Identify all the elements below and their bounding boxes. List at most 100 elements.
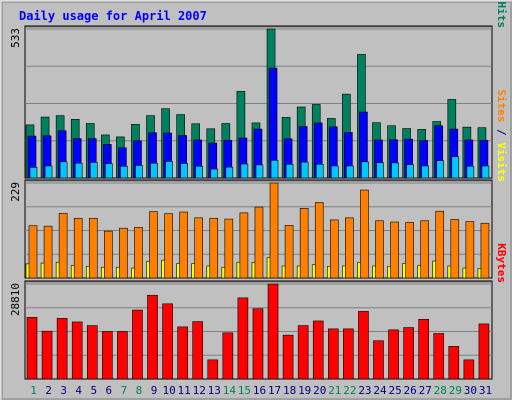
- x-tick-label-day-6: 6: [106, 384, 113, 397]
- x-tick-label-day-23: 23: [358, 384, 371, 397]
- bar-sites-day-21: [329, 219, 339, 279]
- bar-pages-day-28: [436, 160, 445, 179]
- bar-pages-day-19: [300, 161, 309, 179]
- chart-panel-3: 28810 KBytes: [9, 243, 508, 380]
- bar-pages-day-8: [135, 165, 143, 179]
- legend-part: /: [495, 122, 508, 142]
- bar-kbytes-day-25: [388, 329, 399, 380]
- bar-pages-day-15: [240, 163, 249, 179]
- bar-kbytes-day-29: [448, 346, 460, 380]
- bar-kbytes-day-10: [162, 303, 173, 380]
- bar-pages-day-18: [285, 164, 294, 179]
- x-tick-label-day-9: 9: [151, 384, 158, 397]
- series-legend-label: Pages / Files / Hits: [495, 0, 508, 28]
- bar-kbytes-day-8: [132, 309, 143, 380]
- bar-kbytes-day-13: [207, 359, 219, 380]
- bar-pages-day-20: [315, 164, 324, 179]
- x-tick-label-day-10: 10: [162, 384, 175, 397]
- x-tick-label-day-1: 1: [30, 384, 37, 397]
- bar-sites-day-26: [405, 222, 414, 279]
- bar-pages-day-13: [210, 168, 219, 179]
- x-tick-label-day-14: 14: [223, 384, 237, 397]
- bar-pages-day-11: [180, 163, 188, 179]
- bar-sites-day-12: [194, 217, 204, 279]
- bar-kbytes-day-7: [117, 331, 128, 380]
- bar-pages-day-23: [361, 161, 369, 179]
- bar-kbytes-day-14: [222, 332, 234, 380]
- bar-sites-day-31: [480, 222, 490, 279]
- legend-part: /: [495, 0, 508, 2]
- bar-pages-day-22: [346, 165, 354, 179]
- bar-pages-day-1: [29, 167, 38, 179]
- bar-sites-day-20: [314, 202, 324, 279]
- x-tick-label-day-24: 24: [373, 384, 387, 397]
- bar-pages-day-26: [406, 164, 414, 179]
- bar-sites-day-10: [164, 213, 173, 279]
- x-tick-label-day-4: 4: [75, 384, 82, 397]
- x-tick-label-day-3: 3: [60, 384, 67, 397]
- bar-sites-day-2: [43, 225, 53, 279]
- bar-pages-day-3: [59, 161, 68, 179]
- chart-title: Daily usage for April 2007: [19, 9, 207, 23]
- x-tick-label-day-18: 18: [283, 384, 296, 397]
- bar-sites-day-6: [104, 230, 113, 279]
- bar-sites-day-27: [420, 220, 429, 279]
- chart-panel-1: 533 Pages / Files / Hits: [9, 0, 508, 179]
- bar-sites-day-5: [88, 217, 98, 279]
- x-tick-label-day-25: 25: [388, 384, 401, 397]
- bar-kbytes-day-22: [343, 328, 354, 380]
- x-tick-label-day-22: 22: [343, 384, 356, 397]
- chart-panels: 533 Pages / Files / Hits 229 Sites / Visits…: [9, 0, 508, 380]
- bar-sites-day-28: [435, 210, 445, 279]
- bar-kbytes-day-26: [403, 327, 414, 380]
- bar-kbytes-day-16: [252, 308, 264, 380]
- x-axis-day-labels: 1 2 3 4 5 6 7 8 9 10 11 12 13 14 15 16 17 18 19 20 21 22 23 24 2…: [30, 384, 492, 397]
- x-tick-label-day-31: 31: [479, 384, 492, 397]
- x-tick-label-day-13: 13: [208, 384, 221, 397]
- bar-kbytes-day-1: [26, 317, 38, 380]
- bar-sites-day-29: [450, 219, 460, 279]
- x-tick-label-day-19: 19: [298, 384, 311, 397]
- x-tick-label-day-5: 5: [90, 384, 97, 397]
- bar-kbytes-day-23: [358, 311, 369, 380]
- bar-kbytes-day-31: [478, 323, 490, 380]
- y-max-label: 229: [9, 182, 22, 202]
- legend-part: Sites: [495, 89, 508, 122]
- bar-sites-day-24: [375, 220, 384, 279]
- x-tick-label-day-27: 27: [419, 384, 432, 397]
- bar-pages-day-4: [74, 162, 83, 179]
- bar-pages-day-2: [44, 165, 53, 179]
- bar-sites-day-14: [224, 218, 234, 279]
- legend-part: KBytes: [495, 243, 508, 283]
- x-tick-label-day-16: 16: [253, 384, 266, 397]
- bar-sites-day-13: [209, 217, 219, 279]
- x-tick-label-day-29: 29: [449, 384, 462, 397]
- x-tick-label-day-30: 30: [464, 384, 477, 397]
- bar-sites-day-16: [254, 206, 264, 279]
- bar-sites-day-7: [119, 227, 128, 279]
- series-legend-label: KBytes: [495, 243, 508, 283]
- bar-sites-day-30: [465, 221, 475, 279]
- bar-sites-day-22: [345, 217, 354, 279]
- bar-kbytes-day-30: [463, 359, 475, 380]
- bar-pages-day-31: [481, 165, 490, 179]
- bar-kbytes-day-4: [71, 321, 83, 380]
- bar-sites-day-17: [269, 182, 279, 279]
- bar-kbytes-day-12: [192, 321, 204, 380]
- x-tick-label-day-7: 7: [121, 384, 128, 397]
- x-tick-label-day-28: 28: [434, 384, 447, 397]
- x-tick-label-day-20: 20: [313, 384, 326, 397]
- y-max-label: 533: [9, 28, 22, 48]
- x-tick-label-day-2: 2: [45, 384, 52, 397]
- y-max-label: 28810: [9, 283, 22, 316]
- legend-part: Hits: [495, 2, 508, 29]
- x-tick-label-day-17: 17: [268, 384, 281, 397]
- legend-part: Visits: [495, 142, 508, 182]
- series-legend-label: Sites / Visits: [495, 89, 508, 182]
- bar-sites-day-1: [28, 225, 38, 279]
- bar-kbytes-day-15: [237, 297, 249, 380]
- bar-sites-day-4: [73, 217, 83, 279]
- bar-kbytes-day-5: [86, 325, 98, 380]
